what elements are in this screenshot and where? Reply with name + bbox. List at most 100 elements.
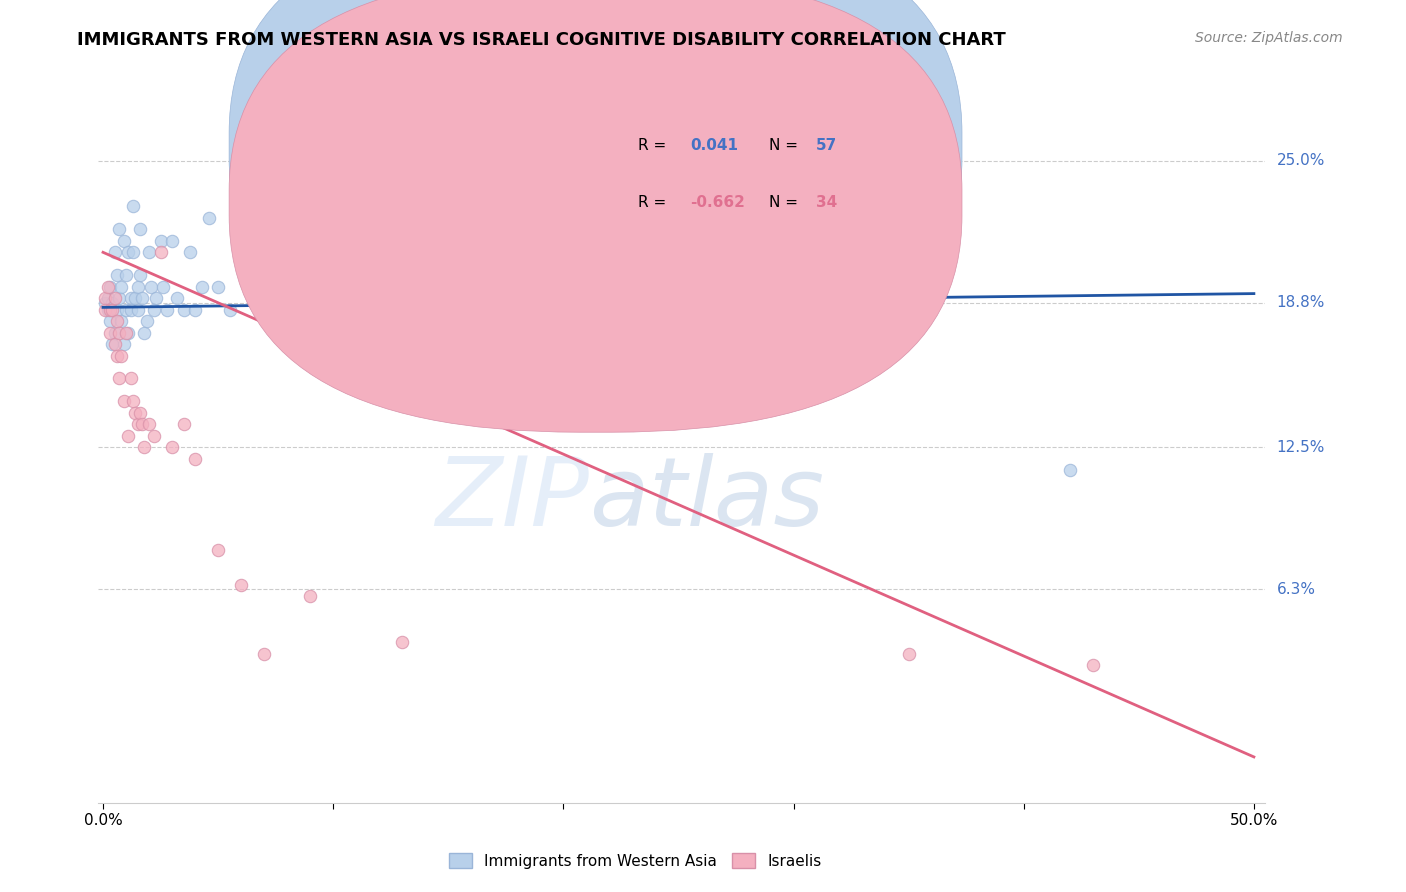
Text: N =: N = — [769, 138, 803, 153]
Point — [184, 451, 207, 466]
Text: 12.5%: 12.5% — [1277, 440, 1324, 455]
Text: IMMIGRANTS FROM WESTERN ASIA VS ISRAELI COGNITIVE DISABILITY CORRELATION CHART: IMMIGRANTS FROM WESTERN ASIA VS ISRAELI … — [77, 31, 1007, 49]
Point — [142, 429, 165, 443]
Text: Source: ZipAtlas.com: Source: ZipAtlas.com — [1195, 31, 1343, 45]
Point — [131, 291, 153, 305]
Point — [108, 371, 131, 385]
Point — [94, 302, 117, 317]
Legend: Immigrants from Western Asia, Israelis: Immigrants from Western Asia, Israelis — [443, 847, 828, 875]
Point — [122, 394, 145, 409]
Point — [160, 234, 183, 248]
Point — [97, 279, 120, 293]
FancyBboxPatch shape — [229, 0, 962, 375]
Text: 0.041: 0.041 — [690, 138, 738, 153]
Point — [138, 417, 160, 432]
Point — [127, 417, 149, 432]
Point — [117, 429, 139, 443]
Point — [101, 302, 124, 317]
Point — [207, 543, 229, 558]
Point — [110, 314, 132, 328]
Point — [98, 279, 121, 293]
Text: ZIP: ZIP — [434, 453, 589, 546]
Point — [160, 440, 183, 454]
Point — [97, 302, 120, 317]
Point — [127, 279, 149, 293]
Point — [141, 279, 163, 293]
Point — [142, 302, 165, 317]
Text: atlas: atlas — [589, 453, 824, 546]
Text: 18.8%: 18.8% — [1277, 295, 1324, 310]
Point — [110, 279, 132, 293]
Point — [101, 337, 124, 351]
Point — [124, 406, 146, 420]
Point — [229, 199, 252, 213]
Point — [253, 647, 276, 661]
Point — [112, 394, 135, 409]
Point — [120, 302, 142, 317]
Point — [122, 245, 145, 260]
Text: R =: R = — [637, 138, 671, 153]
Point — [198, 211, 221, 225]
Text: 34: 34 — [815, 195, 838, 211]
Point — [115, 302, 138, 317]
Point — [145, 291, 167, 305]
Point — [134, 326, 156, 340]
Point — [135, 314, 157, 328]
Point — [173, 417, 195, 432]
Point — [117, 245, 139, 260]
Point — [179, 245, 201, 260]
Point — [218, 302, 240, 317]
Point — [128, 222, 150, 236]
Point — [97, 291, 120, 305]
Point — [253, 302, 276, 317]
Point — [112, 234, 135, 248]
Point — [105, 268, 128, 283]
Point — [166, 291, 188, 305]
Point — [103, 337, 125, 351]
Point — [108, 291, 131, 305]
FancyBboxPatch shape — [229, 0, 962, 433]
Point — [94, 291, 117, 305]
Point — [138, 245, 160, 260]
Point — [368, 291, 391, 305]
Point — [173, 302, 195, 317]
Point — [156, 302, 179, 317]
Point — [101, 295, 124, 310]
Point — [124, 291, 146, 305]
Point — [131, 417, 153, 432]
Point — [98, 314, 121, 328]
Point — [115, 326, 138, 340]
Point — [128, 406, 150, 420]
Point — [229, 578, 252, 592]
Point — [115, 268, 138, 283]
Point — [1081, 658, 1104, 673]
Point — [117, 326, 139, 340]
Text: 6.3%: 6.3% — [1277, 582, 1316, 597]
Point — [105, 314, 128, 328]
Point — [120, 291, 142, 305]
Point — [98, 326, 121, 340]
Point — [94, 295, 117, 310]
Point — [105, 302, 128, 317]
Point — [105, 349, 128, 363]
Point — [134, 440, 156, 454]
Point — [98, 302, 121, 317]
Point — [149, 245, 172, 260]
Point — [1059, 463, 1081, 477]
Text: 57: 57 — [815, 138, 838, 153]
Point — [897, 647, 920, 661]
Point — [128, 268, 150, 283]
Point — [103, 291, 125, 305]
Point — [276, 291, 298, 305]
Point — [322, 302, 344, 317]
Point — [184, 302, 207, 317]
Point — [122, 199, 145, 213]
Point — [127, 302, 149, 317]
Point — [207, 279, 229, 293]
Text: R =: R = — [637, 195, 671, 211]
Point — [152, 279, 174, 293]
Point — [103, 326, 125, 340]
Point — [149, 234, 172, 248]
Text: N =: N = — [769, 195, 803, 211]
Point — [108, 326, 131, 340]
